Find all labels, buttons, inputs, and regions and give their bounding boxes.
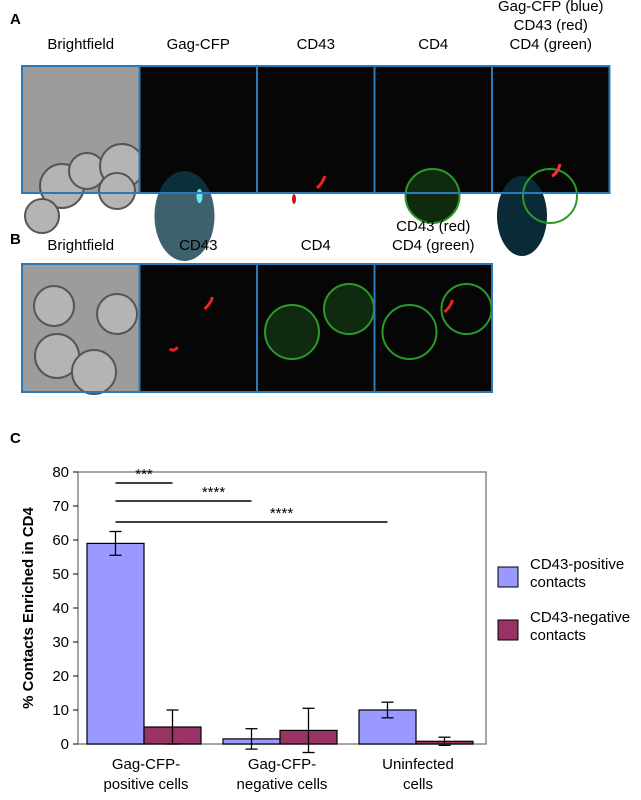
error-bar <box>381 701 394 719</box>
image-title: Gag-CFP <box>167 36 230 53</box>
signal <box>203 296 214 311</box>
micrograph <box>138 65 258 261</box>
image-bg <box>374 264 492 392</box>
image-bg <box>257 66 375 193</box>
legend-swatch <box>497 566 519 588</box>
error-bar <box>245 728 258 750</box>
error-bar <box>109 530 122 556</box>
micrograph <box>138 263 258 393</box>
cell <box>71 349 117 395</box>
membrane <box>323 283 375 335</box>
error-bar <box>302 707 315 754</box>
y-tick-label: 70 <box>52 498 69 515</box>
membrane <box>381 304 438 360</box>
signal <box>443 299 454 314</box>
image-frame <box>373 263 493 393</box>
micrograph <box>373 263 493 393</box>
error-bar <box>166 709 179 745</box>
image-frame <box>491 65 611 194</box>
micrograph <box>256 65 376 204</box>
panel-label: A <box>10 11 21 28</box>
y-axis-label: % Contacts Enriched in CD4 <box>20 506 37 708</box>
bar <box>86 542 145 745</box>
significance-label: **** <box>202 484 226 501</box>
panel-label: B <box>10 231 21 248</box>
image-bg <box>139 264 257 392</box>
image-title: Brightfield <box>47 36 114 53</box>
micrograph <box>21 263 141 395</box>
significance-label: *** <box>135 466 153 483</box>
image-bg <box>492 66 610 193</box>
cell <box>24 198 60 234</box>
membrane <box>264 304 320 360</box>
y-tick-label: 50 <box>52 566 69 583</box>
cell <box>96 293 138 335</box>
image-bg <box>139 66 257 193</box>
legend-label: CD43-positive contacts <box>530 556 624 591</box>
x-tick-label: Gag-CFP-positive cells <box>103 756 188 793</box>
x-tick-label: Uninfected cells <box>382 756 454 793</box>
signal <box>551 163 562 178</box>
image-title: Brightfield <box>47 237 114 254</box>
signal <box>168 346 179 352</box>
y-tick-label: 30 <box>52 634 69 651</box>
y-tick-label: 0 <box>61 736 69 753</box>
x-tick-label: Gag-CFP-negative cells <box>237 756 328 793</box>
image-title: CD4 <box>301 237 331 254</box>
image-title: CD43 <box>179 237 217 254</box>
image-title: CD43 <box>297 36 335 53</box>
cell <box>98 172 136 210</box>
legend-swatch <box>497 619 519 641</box>
image-title: CD4 <box>418 36 448 53</box>
micrograph <box>256 263 376 393</box>
y-tick-label: 20 <box>52 668 69 685</box>
signal <box>292 194 296 204</box>
micrograph <box>21 65 145 234</box>
image-title: Gag-CFP (blue) CD43 (red) CD4 (green) <box>498 0 604 53</box>
significance-label: **** <box>270 505 294 522</box>
panel-label: C <box>10 430 21 447</box>
signal <box>316 175 327 190</box>
signal <box>497 176 547 256</box>
membrane <box>522 168 578 224</box>
y-tick-label: 10 <box>52 702 69 719</box>
signal <box>196 189 203 203</box>
membrane <box>404 168 461 224</box>
micrograph <box>373 65 493 224</box>
image-title: CD43 (red) CD4 (green) <box>392 218 475 254</box>
cell <box>33 285 75 327</box>
y-tick-label: 80 <box>52 464 69 481</box>
micrograph <box>491 65 611 256</box>
y-tick-label: 60 <box>52 532 69 549</box>
error-bar <box>438 736 451 747</box>
legend-label: CD43-negative contacts <box>530 609 630 644</box>
y-tick-label: 40 <box>52 600 69 617</box>
